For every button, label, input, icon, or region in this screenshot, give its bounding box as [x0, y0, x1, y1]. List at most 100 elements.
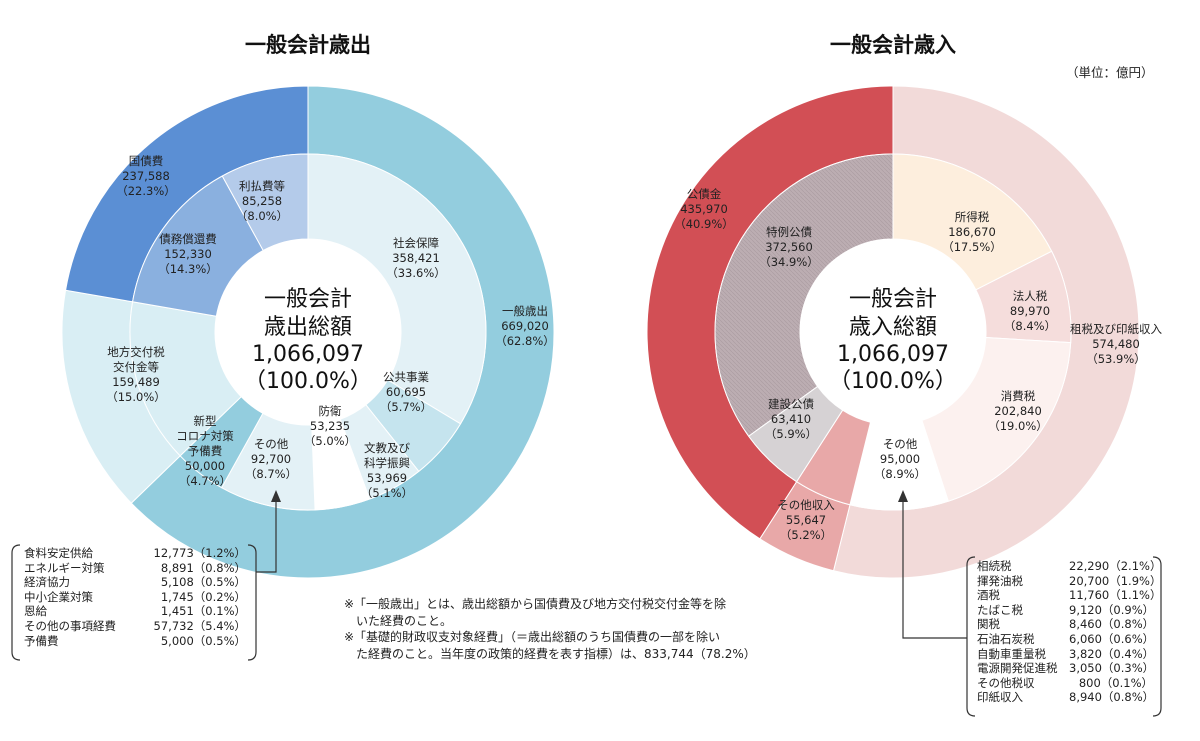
label-consumption-tax-line: 消費税 [1001, 389, 1036, 403]
label-interest-payment-line: （8.0%） [236, 209, 288, 223]
footnote-line: いた経費のこと。 [344, 613, 453, 628]
label-bond-redemption: 債務償還費 152,330 （14.3%） [158, 232, 218, 276]
label-income-tax-line: （17.5%） [942, 240, 1002, 254]
label-other-revenue-line: 55,647 [786, 513, 826, 527]
label-debt-service-line: 237,588 [122, 169, 170, 183]
breakdown-row: 恩給 1,451（0.1%） [24, 604, 246, 619]
footnote-line: た経費のこと。当年度の政策的経費を表す指標）は、833,744（78.2%） [344, 646, 756, 661]
label-debt-service: 国債費 237,588 （22.3%） [116, 154, 176, 198]
label-bond-redemption-line: 債務償還費 [159, 232, 217, 246]
breakdown-row: 酒税 11,760（1.1%） [977, 588, 1162, 603]
exp-breakdown-arrow-icon [271, 490, 281, 502]
breakdown-item-value: 57,732（5.4%） [153, 618, 246, 633]
breakdown-row: その他の事項経費 57,732（5.4%） [24, 619, 246, 634]
label-debt-service-line: 国債費 [129, 154, 164, 168]
breakdown-item-name: その他税収 [977, 675, 1035, 690]
label-corporate-tax-line: 法人税 [1013, 289, 1048, 303]
expenditure-chart: 一般会計歳出 一般会計 歳出総額 1,066,097 （100.0%） 一般歳出… [61, 33, 555, 579]
exp-breakdown-right-bracket [247, 544, 257, 661]
footnote-line: ※「基礎的財政収支対象経費」（＝歳出総額のうち国債費の一部を除い [344, 630, 721, 644]
label-income-tax-line: 所得税 [955, 210, 990, 224]
expenditure-inner-ring [129, 153, 487, 511]
expenditure-center-percent: （100.0%） [244, 369, 372, 394]
revenue-breakdown-list: 相続税 22,290（2.1%） 揮発油税 20,700（1.9%） 酒税 11,760（… [977, 559, 1162, 705]
breakdown-item-name: 電源開発促進税 [977, 661, 1058, 676]
expenditure-breakdown-list: 食料安定供給 12,773（1.2%） エネルギー対策 8,891（0.8%） 経済協力… [24, 546, 246, 648]
label-income-tax: 所得税 186,670 （17.5%） [942, 210, 1002, 254]
breakdown-row: 予備費 5,000（0.5%） [24, 634, 246, 649]
label-tax-stamp-revenue: 租税及び印紙収入 574,480 （53.9%） [1070, 322, 1162, 366]
label-covid-reserve-line: 新型 [194, 414, 217, 428]
breakdown-item-name: 恩給 [24, 604, 47, 619]
label-education-science-line: （5.1%） [361, 486, 413, 500]
label-defense-line: （5.0%） [304, 434, 356, 448]
breakdown-item-name: 関税 [977, 617, 1000, 632]
label-defense-line: 53,235 [310, 419, 350, 433]
unit-label: （単位：億円） [1066, 65, 1154, 80]
breakdown-item-name: 自動車重量税 [977, 646, 1046, 661]
breakdown-item-value: 22,290（2.1%） [1069, 559, 1162, 573]
label-bond-redemption-line: （14.3%） [158, 262, 218, 276]
label-public-works-line: （5.7%） [380, 400, 432, 414]
label-other-revenue: その他収入 55,647 （5.2%） [777, 498, 835, 542]
label-consumption-tax-line: （19.0%） [988, 419, 1048, 433]
label-others-line: その他 [254, 437, 289, 451]
breakdown-row: 電源開発促進税 3,050（0.3%） [977, 661, 1154, 676]
breakdown-row: 中小企業対策 1,745（0.2%） [24, 590, 246, 605]
label-defense: 防衛 53,235 （5.0%） [304, 404, 356, 448]
label-general-expenditure-line: （62.8%） [495, 334, 555, 348]
expenditure-center-hole [215, 239, 401, 425]
label-tax-stamp-revenue-line: （53.9%） [1086, 352, 1146, 366]
breakdown-item-name: エネルギー対策 [24, 560, 105, 575]
label-government-bonds-line: 435,970 [680, 202, 728, 216]
label-corporate-tax: 法人税 89,970 （8.4%） [1004, 289, 1056, 333]
breakdown-item-name: 揮発油税 [977, 573, 1023, 588]
breakdown-row: エネルギー対策 8,891（0.8%） [24, 561, 246, 576]
breakdown-row: 印紙収入 8,940（0.8%） [977, 690, 1154, 705]
breakdown-item-value: 5,108（0.5%） [160, 575, 246, 590]
label-covid-reserve: 新型コロナ対策予備費 50,000 （4.7%） [176, 414, 234, 488]
breakdown-item-value: 9,120（0.9%） [1069, 602, 1155, 617]
label-general-expenditure-line: 一般歳出 [502, 304, 548, 318]
label-interest-payment: 利払費等 85,258 （8.0%） [236, 179, 288, 223]
breakdown-item-value: 12,773（1.2%） [153, 546, 246, 560]
label-others-line: （8.7%） [245, 467, 297, 481]
label-other-taxes: その他 95,000 （8.9%） [874, 437, 926, 481]
breakdown-item-name: 相続税 [977, 559, 1012, 573]
label-education-science-line: 53,969 [367, 471, 407, 485]
rev-breakdown-left-bracket [966, 556, 976, 717]
label-social-security-line: 358,421 [392, 251, 440, 265]
label-tax-stamp-revenue-line: 574,480 [1092, 337, 1140, 351]
breakdown-item-name: 印紙収入 [977, 690, 1023, 705]
revenue-center-line-2: 歳入総額 [849, 315, 937, 340]
expenditure-center-line-1: 一般会計 [264, 287, 352, 312]
label-other-taxes-line: （8.9%） [874, 467, 926, 481]
breakdown-item-name: 予備費 [24, 633, 59, 648]
label-construction-bonds-line: （5.9%） [765, 427, 817, 441]
label-defense-line: 防衛 [319, 404, 342, 418]
label-deficit-bonds-line: （34.9%） [759, 255, 819, 269]
label-other-taxes-line: その他 [883, 437, 918, 451]
label-corporate-tax-line: （8.4%） [1004, 319, 1056, 333]
label-education-science: 文教及び科学振興 53,969 （5.1%） [361, 441, 413, 500]
label-income-tax-line: 186,670 [948, 225, 996, 239]
label-public-works-line: 公共事業 [383, 370, 429, 384]
label-local-allocation-tax: 地方交付税交付金等 159,489 （15.0%） [106, 345, 166, 404]
label-government-bonds: 公債金 435,970 （40.9%） [674, 187, 734, 231]
expenditure-center-line-2: 歳出総額 [264, 315, 352, 340]
breakdown-row: 自動車重量税 3,820（0.4%） [977, 646, 1154, 662]
breakdown-item-value: 6,060（0.6%） [1069, 631, 1155, 646]
label-construction-bonds-line: 63,410 [771, 412, 811, 426]
breakdown-item-value: 20,700（1.9%） [1069, 573, 1162, 588]
breakdown-row: 経済協力 5,108（0.5%） [24, 575, 246, 590]
label-government-bonds-line: （40.9%） [674, 217, 734, 231]
breakdown-row: 関税 8,460（0.8%） [977, 617, 1154, 632]
label-interest-payment-line: 利払費等 [239, 179, 285, 193]
breakdown-item-value: 800（0.1%） [1078, 675, 1153, 690]
label-covid-reserve-line: コロナ対策 [176, 429, 234, 443]
rev-breakdown-connector [902, 500, 967, 639]
label-public-works: 公共事業 60,695 （5.7%） [380, 370, 432, 414]
breakdown-item-name: たばこ税 [977, 602, 1023, 617]
label-local-allocation-tax-line: 地方交付税 [107, 345, 165, 359]
breakdown-item-value: 11,760（1.1%） [1069, 588, 1162, 603]
